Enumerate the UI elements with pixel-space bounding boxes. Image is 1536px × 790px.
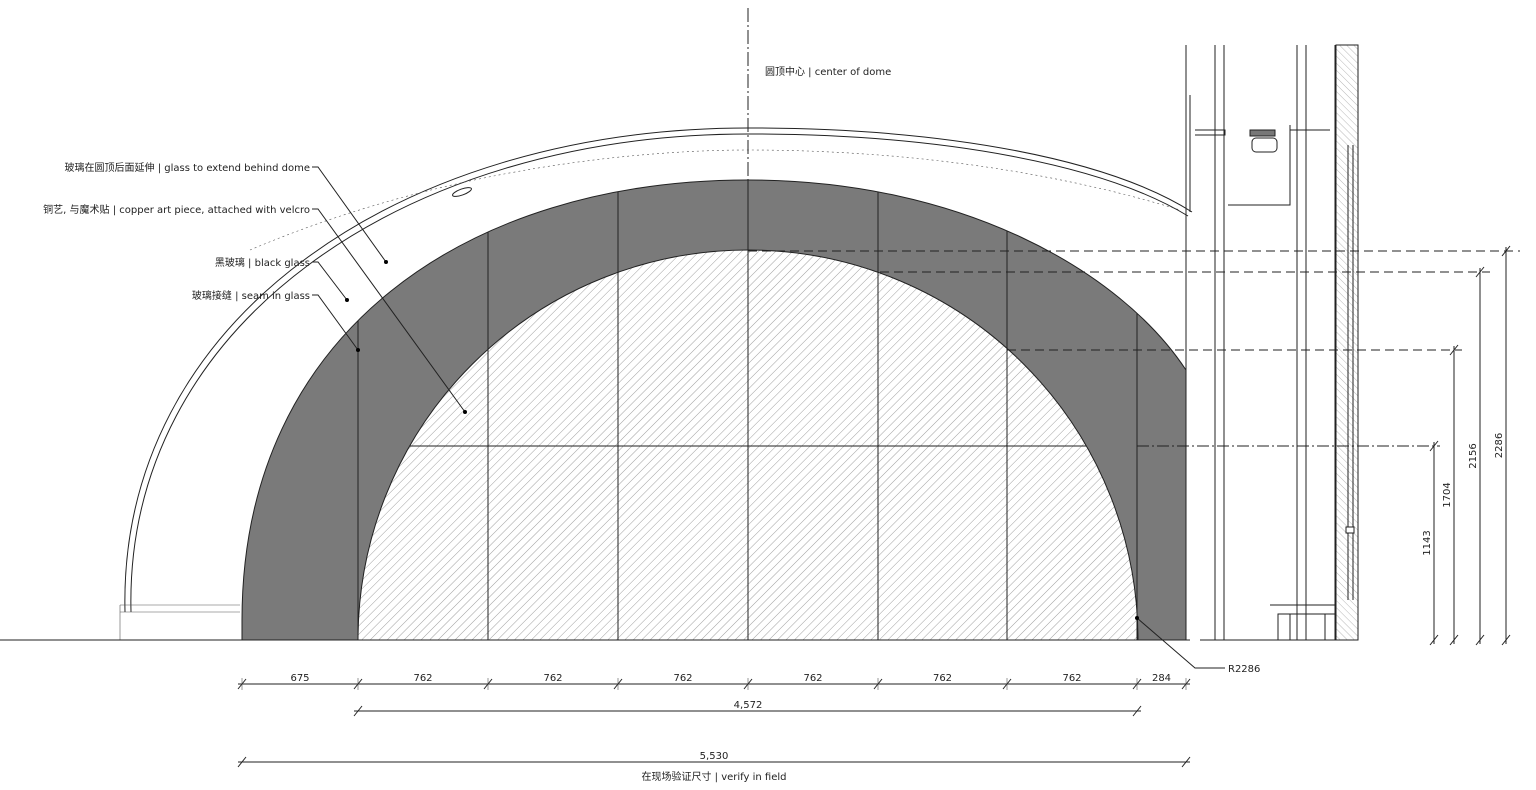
leader-line (312, 261, 348, 301)
leader-dot (345, 298, 349, 302)
dim-label: 762 (803, 673, 822, 684)
dim-label: 2286 (1494, 433, 1505, 458)
dim-label: 762 (933, 673, 952, 684)
dimensions: 675 762 762 762 762 762 762 284 4,572 5,530 在现场验证尺… (237, 245, 1511, 783)
leader-line (312, 208, 466, 413)
leader-dot (356, 348, 360, 352)
note-label: 玻璃在圆顶后面延伸 | glass to extend behind dome (65, 161, 310, 174)
dim-label: 762 (673, 673, 692, 684)
dim-tick (237, 756, 247, 768)
note-label: 黑玻璃 | black glass (215, 256, 310, 269)
center-label: 圆顶中心 | center of dome (765, 65, 891, 78)
dim-label: 1704 (1442, 482, 1453, 507)
dim-label: 762 (1062, 673, 1081, 684)
dim-tick (1429, 440, 1439, 452)
dim-tick (1181, 756, 1191, 768)
dim-tick (1449, 344, 1459, 356)
dim-tick (353, 705, 363, 717)
leader-dot (384, 260, 388, 264)
leader-dot (1135, 616, 1139, 620)
dim-tick (1475, 266, 1485, 278)
wall (1185, 44, 1359, 641)
dim-label: 5,530 (700, 751, 729, 762)
level-lines (748, 250, 1520, 447)
dim-label: 762 (413, 673, 432, 684)
note-label: 铜艺, 与魔术贴 | copper art piece, attached wi… (43, 203, 310, 216)
verify-note: 在现场验证尺寸 | verify in field (642, 770, 787, 783)
dim-tick (1501, 245, 1511, 257)
dim-label: 2156 (1468, 443, 1479, 468)
dim-tick (1475, 634, 1485, 646)
radius-label: R2286 (1228, 664, 1260, 675)
leader-line (312, 294, 359, 351)
dim-tick (1132, 705, 1142, 717)
dim-label: 4,572 (734, 700, 763, 711)
dim-label: 762 (543, 673, 562, 684)
radius-leader (1136, 617, 1225, 669)
note-label: 玻璃接缝 | seam in glass (192, 289, 310, 302)
dim-label: 284 (1152, 673, 1171, 684)
dim-label: 1143 (1422, 530, 1433, 555)
dim-label: 675 (290, 673, 309, 684)
leader-dot (463, 410, 467, 414)
dim-tick (1449, 634, 1459, 646)
dim-tick (1501, 634, 1511, 646)
leaders (312, 166, 467, 414)
leader-line (312, 166, 387, 263)
dim-tick (1429, 634, 1439, 646)
